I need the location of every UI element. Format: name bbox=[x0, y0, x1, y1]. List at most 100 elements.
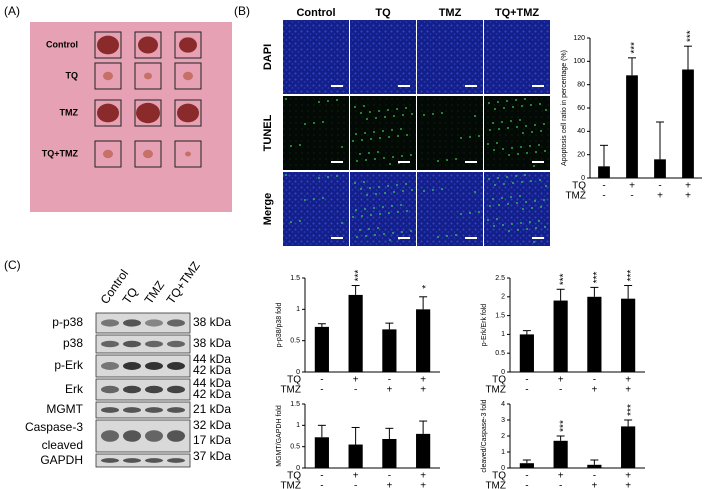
tunel-spot bbox=[535, 151, 537, 153]
panel-a: Control TQ TMZ TQ+TMZ bbox=[30, 22, 232, 212]
tunel-spot bbox=[455, 158, 457, 160]
x-tick-label: + bbox=[625, 375, 631, 386]
significance: *** bbox=[630, 42, 641, 54]
tunel-spot bbox=[520, 222, 522, 224]
blot-band bbox=[123, 430, 141, 442]
x-row-name: TMZ bbox=[280, 481, 301, 489]
tunel-spot bbox=[396, 184, 398, 186]
tumor bbox=[177, 103, 199, 123]
tunel-spot bbox=[494, 108, 496, 110]
row-label: Control bbox=[46, 39, 78, 49]
x-row-name: TMZ bbox=[485, 385, 506, 396]
x-tick-label: - bbox=[320, 385, 323, 396]
tunel-spot bbox=[521, 105, 523, 107]
tunel-spot bbox=[525, 125, 527, 127]
bar bbox=[348, 444, 363, 468]
tunel-spot bbox=[368, 152, 370, 154]
tunel-spot bbox=[507, 203, 509, 205]
tunel-spot bbox=[327, 176, 329, 178]
kda-label: 37 kDa bbox=[193, 449, 231, 463]
significance: * bbox=[421, 285, 432, 289]
y-tick-label: 0 bbox=[581, 175, 585, 182]
tunel-spot bbox=[318, 177, 320, 179]
tunel-spot bbox=[526, 228, 528, 230]
x-row-name: TQ bbox=[287, 471, 301, 482]
bar bbox=[416, 433, 431, 468]
tunel-spot bbox=[432, 189, 434, 191]
tunel-spot bbox=[359, 153, 361, 155]
band-label: Erk bbox=[65, 382, 84, 396]
x-tick-label: - bbox=[388, 375, 391, 386]
blot-band bbox=[101, 458, 119, 463]
tunel-spot bbox=[354, 106, 356, 108]
tunel-spot bbox=[290, 221, 292, 223]
column-label: TQ bbox=[375, 7, 391, 19]
y-tick-label: 0 bbox=[501, 465, 505, 472]
tunel-spot bbox=[524, 174, 526, 176]
y-tick-label: 4 bbox=[501, 401, 505, 408]
sample-box bbox=[174, 140, 202, 168]
bar bbox=[382, 438, 397, 468]
bar bbox=[682, 69, 694, 178]
tumor bbox=[183, 71, 193, 81]
tunel-spot bbox=[410, 154, 412, 156]
tunel-spot bbox=[510, 120, 512, 122]
micrograph bbox=[484, 96, 550, 170]
tunel-spot bbox=[469, 212, 471, 214]
micrograph bbox=[484, 172, 550, 246]
tunel-spot bbox=[369, 187, 371, 189]
x-tick-label: - bbox=[593, 471, 596, 482]
tunel-spot bbox=[356, 160, 358, 162]
x-tick-label: - bbox=[602, 191, 605, 202]
tunel-spot bbox=[529, 221, 531, 223]
tumor bbox=[179, 37, 197, 53]
blot-band bbox=[167, 385, 185, 394]
tunel-spot bbox=[522, 132, 524, 134]
tunel-spot bbox=[487, 143, 489, 145]
tunel-spot bbox=[370, 214, 372, 216]
x-tick-label: + bbox=[629, 181, 635, 192]
tunel-spot bbox=[393, 115, 395, 117]
tunel-spot bbox=[360, 188, 362, 190]
tunel-spot bbox=[313, 122, 315, 124]
kda-label: 42 kDa bbox=[193, 363, 231, 377]
y-tick-label: 0 bbox=[501, 369, 505, 376]
blot-band bbox=[123, 458, 141, 463]
x-tick-label: - bbox=[388, 471, 391, 482]
tunel-spot bbox=[364, 208, 366, 210]
tunel-spot bbox=[406, 134, 408, 136]
band-label: cleaved bbox=[42, 438, 83, 452]
band-label: MGMT bbox=[46, 402, 83, 416]
y-tick-label: 120 bbox=[573, 35, 585, 42]
micrograph bbox=[350, 20, 416, 94]
tunel-spot bbox=[388, 136, 390, 138]
y-tick-label: 1.5 bbox=[495, 312, 505, 319]
y-tick-label: 2 bbox=[501, 433, 505, 440]
tunel-spot bbox=[423, 114, 425, 116]
tunel-spot bbox=[352, 216, 354, 218]
sample-box bbox=[94, 31, 122, 59]
x-row-name: TQ bbox=[572, 181, 586, 192]
x-tick-label: - bbox=[525, 375, 528, 386]
tunel-spot bbox=[391, 205, 393, 207]
blot-band bbox=[101, 319, 119, 327]
tunel-spot bbox=[285, 174, 287, 176]
tunel-spot bbox=[401, 231, 403, 233]
tunel-spot bbox=[299, 144, 301, 146]
tunel-spot bbox=[383, 233, 385, 235]
tunel-spot bbox=[392, 232, 394, 234]
significance: *** bbox=[558, 420, 569, 432]
tunel-spot bbox=[369, 111, 371, 113]
x-row-name: TQ bbox=[492, 471, 506, 482]
tunel-spot bbox=[508, 154, 510, 156]
y-tick-label: 2.5 bbox=[495, 275, 505, 282]
tunel-spot bbox=[530, 180, 532, 182]
bar bbox=[314, 326, 329, 372]
bar bbox=[553, 300, 568, 372]
tunel-spot bbox=[515, 175, 517, 177]
x-tick-label: + bbox=[657, 191, 663, 202]
column-label: Control bbox=[296, 7, 335, 19]
tunel-spot bbox=[506, 176, 508, 178]
